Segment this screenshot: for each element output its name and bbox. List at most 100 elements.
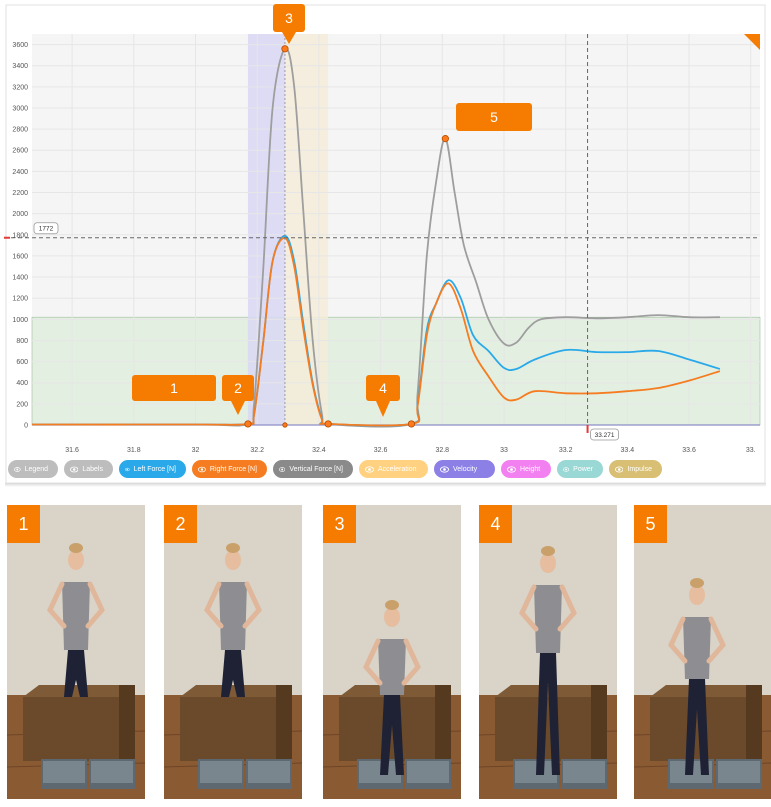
- event-point[interactable]: [282, 422, 288, 428]
- callout-box[interactable]: [456, 103, 532, 131]
- x-tick-label: 32.8: [435, 447, 449, 454]
- jump-photo-3: 3: [323, 505, 461, 799]
- legend-label: Impulse: [627, 465, 652, 473]
- eye-icon: [440, 465, 449, 473]
- legend-label: Acceleration: [378, 465, 417, 473]
- corner-flag-icon[interactable]: [744, 34, 760, 50]
- y-tick-label: 2600: [12, 148, 28, 155]
- legend-item-legend[interactable]: Legend: [8, 460, 58, 478]
- crosshair-x-label: 33.271: [595, 432, 615, 439]
- callout-5[interactable]: 5: [456, 103, 532, 131]
- athlete-scene: [7, 505, 145, 799]
- crosshair-x-box: [590, 428, 619, 441]
- legend-item-labels[interactable]: Labels: [64, 460, 113, 478]
- y-tick-label: 600: [16, 359, 28, 366]
- eye-icon: [125, 467, 130, 471]
- x-tick-label: 32.4: [312, 447, 326, 454]
- callout-2[interactable]: 2: [222, 375, 254, 415]
- x-tick-label: 32.6: [374, 447, 388, 454]
- eye-icon: [615, 466, 624, 472]
- y-tick-label: 2000: [12, 211, 28, 218]
- callout-box[interactable]: [366, 375, 400, 401]
- athlete-scene: [323, 505, 461, 799]
- y-tick-label: 3600: [12, 42, 28, 49]
- x-tick-label: 33.: [746, 447, 756, 454]
- x-tick-label: 32: [192, 447, 200, 454]
- x-tick-label: 32.2: [250, 447, 264, 454]
- x-tick-label: 33.2: [559, 447, 573, 454]
- legend-label: Left Force [N]: [133, 465, 176, 473]
- legend-label: Right Force [N]: [209, 465, 257, 473]
- callout-4[interactable]: 4: [366, 375, 400, 417]
- event-point[interactable]: [244, 420, 252, 428]
- legend-item-velocity[interactable]: Velocity: [434, 460, 495, 478]
- x-tick-label: 33: [500, 447, 508, 454]
- crosshair-y-label: 1772: [39, 226, 54, 233]
- y-tick-label: 3400: [12, 63, 28, 70]
- jump-photo-5: 5: [634, 505, 771, 799]
- callout-box[interactable]: [273, 4, 305, 32]
- athlete-scene: [479, 505, 617, 799]
- legend-item-vertical-force-n[interactable]: Vertical Force [N]: [273, 460, 353, 478]
- jump-photo-2: 2: [164, 505, 302, 799]
- jump-photo-1: 1: [7, 505, 145, 799]
- eye-icon: [563, 466, 570, 472]
- event-point[interactable]: [441, 135, 449, 143]
- eye-icon: [507, 465, 516, 473]
- weight-zone: [31, 316, 761, 426]
- legend-label: Velocity: [453, 465, 478, 473]
- callout-pointer: [282, 32, 296, 44]
- legend-label: Power: [573, 465, 593, 473]
- eye-icon: [198, 466, 206, 472]
- series-vertical-force-n: [31, 47, 720, 428]
- callout-label: 3: [285, 10, 293, 26]
- legend-label: Legend: [24, 465, 48, 473]
- callout-label: 2: [234, 380, 242, 396]
- legend-item-power[interactable]: Power: [557, 460, 603, 478]
- callout-pointer: [376, 401, 390, 417]
- y-tick-label: 1000: [12, 317, 28, 324]
- eye-icon: [14, 466, 21, 472]
- legend-item-right-force-n[interactable]: Right Force [N]: [192, 460, 267, 478]
- callout-3[interactable]: 3: [273, 4, 305, 44]
- legend-label: Vertical Force [N]: [289, 465, 343, 473]
- legend-label: Height: [520, 465, 541, 473]
- y-tick-label: 1600: [12, 253, 28, 260]
- legend-item-acceleration[interactable]: Acceleration: [359, 460, 428, 478]
- photo-number-badge: 4: [479, 505, 512, 543]
- legend-item-impulse[interactable]: Impulse: [609, 460, 662, 478]
- series-legend: Legend Labels Left Force [N] Right Force [N…: [8, 460, 662, 478]
- x-tick-label: 31.6: [65, 447, 79, 454]
- callout-pointer: [231, 401, 245, 415]
- jump-photo-4: 4: [479, 505, 617, 799]
- athlete-scene: [164, 505, 302, 799]
- loading-phase-band: [247, 34, 285, 425]
- y-tick-label: 3200: [12, 84, 28, 91]
- event-point[interactable]: [407, 420, 416, 428]
- callout-box[interactable]: [222, 375, 254, 401]
- x-tick-label: 33.4: [621, 447, 635, 454]
- legend-label: Labels: [82, 465, 103, 473]
- legend-item-left-force-n[interactable]: Left Force [N]: [119, 460, 186, 478]
- y-tick-label: 800: [16, 338, 28, 345]
- x-tick-label: 31.8: [127, 447, 141, 454]
- callout-box[interactable]: [132, 375, 216, 401]
- y-tick-label: 2800: [12, 127, 28, 134]
- chart-shadow: [5, 483, 766, 487]
- photo-number-badge: 2: [164, 505, 197, 543]
- x-tick-label: 33.6: [682, 447, 696, 454]
- force-chart: 0 200 400 600 800 1000 1200 1400 1600 1800 2000 220…: [4, 4, 766, 484]
- y-tick-label: 400: [16, 380, 28, 387]
- y-tick-label: 1200: [12, 296, 28, 303]
- athlete-scene: [634, 505, 771, 799]
- event-point[interactable]: [281, 45, 289, 53]
- unloading-phase-band: [284, 34, 329, 425]
- event-point[interactable]: [324, 420, 332, 428]
- series-right-force-n: [31, 237, 721, 427]
- legend-item-height[interactable]: Height: [501, 460, 551, 478]
- eye-icon: [70, 466, 79, 472]
- callout-1[interactable]: 1: [132, 375, 216, 401]
- y-tick-label: 2400: [12, 169, 28, 176]
- callout-label: 4: [379, 380, 387, 396]
- y-tick-label: 1400: [12, 275, 28, 282]
